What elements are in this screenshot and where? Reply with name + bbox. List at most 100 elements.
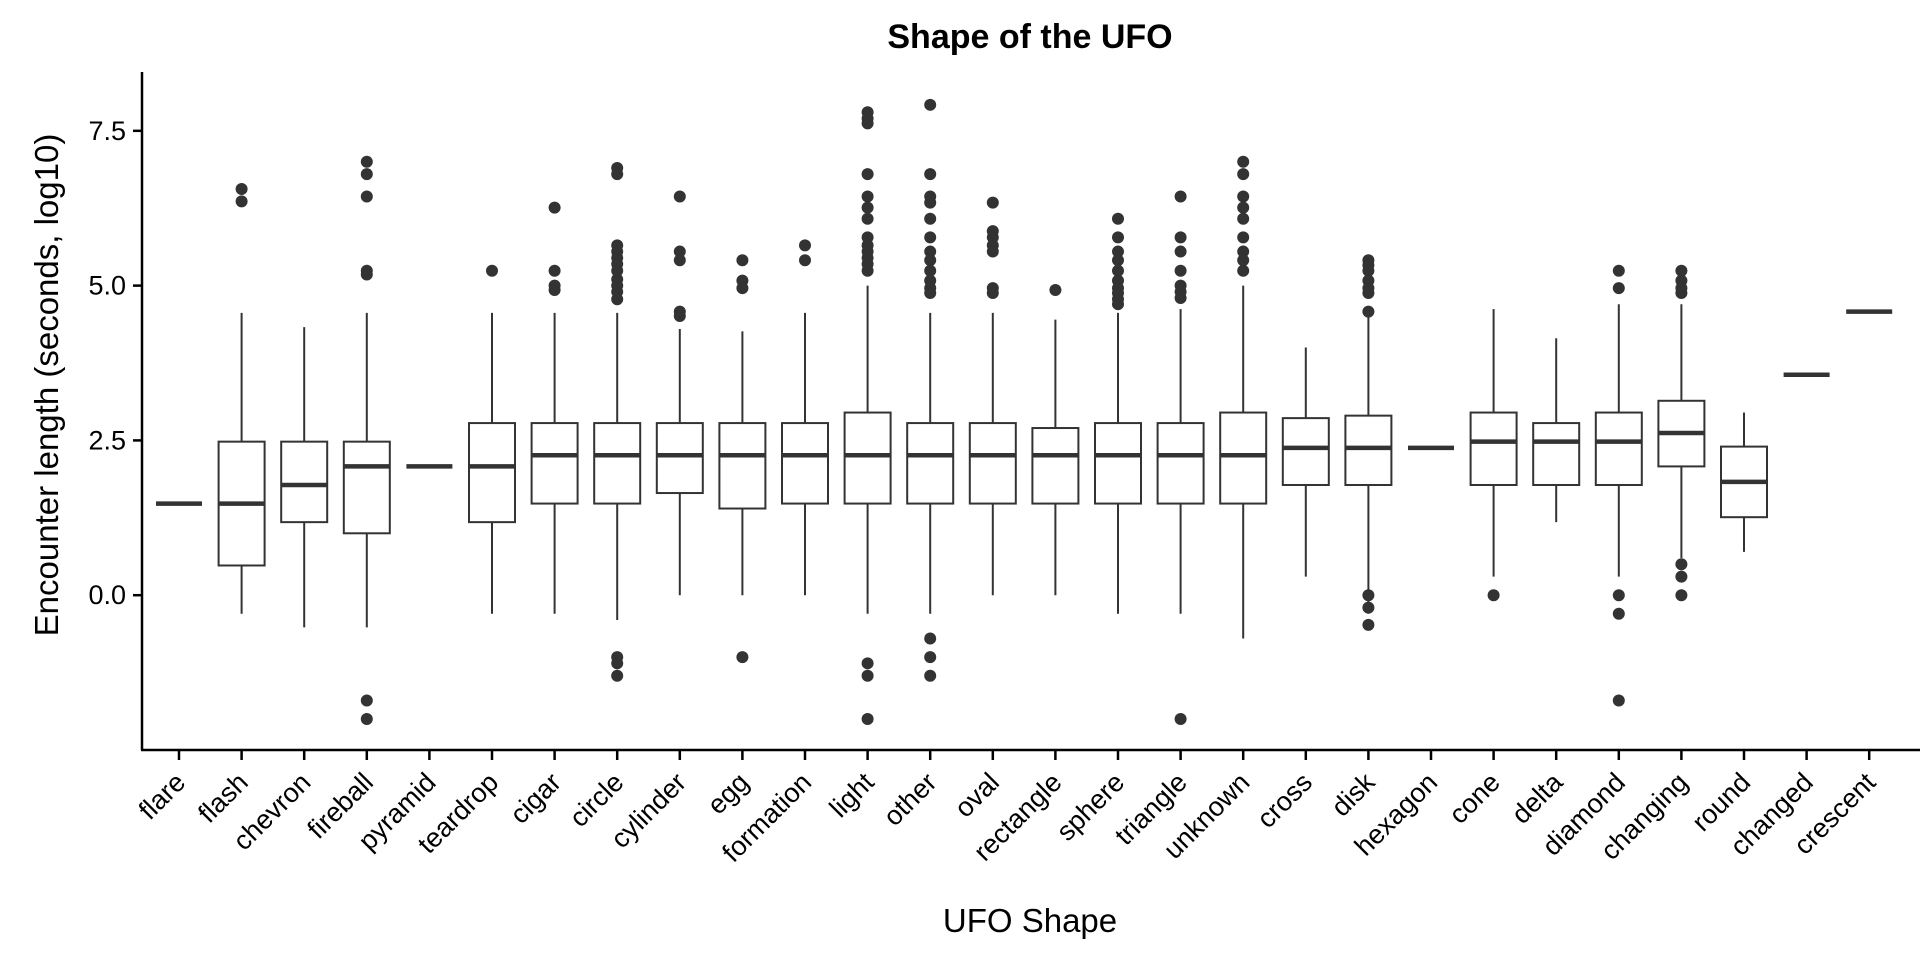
outlier-point bbox=[1612, 589, 1625, 602]
outlier-point bbox=[924, 264, 937, 277]
box-teardrop bbox=[468, 264, 516, 614]
outlier-point bbox=[986, 245, 999, 258]
y-axis-title: Encounter length (seconds, log10) bbox=[28, 134, 65, 637]
outlier-point bbox=[924, 231, 937, 244]
outlier-point bbox=[1112, 245, 1124, 258]
box-round bbox=[1720, 412, 1768, 552]
outlier-point bbox=[673, 254, 686, 267]
y-tick-label: 5.0 bbox=[88, 271, 126, 301]
iqr-box bbox=[1532, 422, 1581, 486]
iqr-box bbox=[280, 440, 329, 524]
outlier-point bbox=[548, 201, 561, 214]
outlier-point bbox=[736, 254, 749, 267]
outlier-point bbox=[861, 669, 874, 682]
y-tick-label: 2.5 bbox=[88, 425, 126, 455]
outlier-point bbox=[673, 309, 686, 322]
outlier-point bbox=[1362, 264, 1375, 277]
iqr-box bbox=[843, 411, 892, 505]
x-axis-ticks: flare flashchevronfireballpyramidteardrop… bbox=[133, 750, 1882, 868]
outlier-point bbox=[1362, 305, 1375, 318]
outlier-point bbox=[1675, 264, 1688, 277]
outlier-point bbox=[924, 254, 937, 267]
outlier-point bbox=[1362, 589, 1375, 602]
outlier-point bbox=[611, 293, 624, 306]
outlier-point bbox=[1112, 264, 1124, 277]
outlier-point bbox=[1675, 287, 1688, 300]
iqr-box bbox=[342, 440, 391, 535]
boxplot-series bbox=[156, 98, 1893, 726]
outlier-point bbox=[611, 657, 624, 670]
box-cross bbox=[1281, 347, 1330, 577]
box-triangle bbox=[1156, 190, 1205, 726]
outlier-point bbox=[235, 195, 248, 208]
box-delta bbox=[1532, 338, 1581, 523]
iqr-box bbox=[906, 422, 955, 505]
outlier-point bbox=[235, 183, 248, 196]
x-tick-label-egg: egg bbox=[702, 767, 755, 820]
outlier-point bbox=[924, 168, 937, 181]
outlier-point bbox=[799, 254, 811, 267]
box-flash bbox=[217, 183, 266, 614]
outlier-point bbox=[861, 264, 874, 277]
outlier-point bbox=[1612, 607, 1625, 620]
y-axis-ticks: 0.0 2.5 5.0 7.5 bbox=[88, 116, 142, 610]
outlier-point bbox=[924, 98, 937, 111]
outlier-point bbox=[1237, 212, 1250, 225]
outlier-point bbox=[360, 168, 373, 181]
outlier-point bbox=[1174, 231, 1187, 244]
outlier-point bbox=[1675, 558, 1688, 571]
x-tick-label-cross: cross bbox=[1251, 767, 1318, 834]
outlier-point bbox=[924, 632, 937, 645]
box-disk bbox=[1344, 254, 1393, 631]
box-cone bbox=[1469, 309, 1518, 602]
outlier-point bbox=[1174, 190, 1187, 203]
y-tick-label: 0.0 bbox=[88, 580, 126, 610]
outlier-point bbox=[1112, 212, 1124, 225]
outlier-point bbox=[924, 212, 937, 225]
outlier-point bbox=[1112, 254, 1124, 267]
iqr-box bbox=[530, 422, 579, 505]
box-chevron bbox=[280, 327, 329, 628]
outlier-point bbox=[1237, 201, 1250, 214]
outlier-point bbox=[861, 212, 874, 225]
box-egg bbox=[718, 254, 767, 664]
outlier-point bbox=[1174, 245, 1187, 258]
outlier-point bbox=[1362, 601, 1375, 614]
x-tick-label-disk: disk bbox=[1325, 767, 1381, 823]
iqr-box bbox=[1344, 414, 1393, 486]
outlier-point bbox=[1174, 264, 1187, 277]
outlier-point bbox=[611, 264, 624, 277]
x-tick-label-other: other bbox=[878, 767, 943, 832]
outlier-point bbox=[1237, 245, 1250, 258]
outlier-point bbox=[1237, 155, 1250, 168]
outlier-point bbox=[861, 117, 874, 130]
iqr-box bbox=[1594, 411, 1643, 486]
outlier-point bbox=[1237, 190, 1250, 203]
outlier-point bbox=[924, 245, 937, 258]
iqr-box bbox=[593, 422, 642, 505]
box-cylinder bbox=[655, 190, 704, 596]
outlier-point bbox=[861, 657, 874, 670]
iqr-box bbox=[1281, 417, 1330, 486]
outlier-point bbox=[986, 196, 999, 209]
outlier-point bbox=[736, 651, 749, 664]
outlier-point bbox=[673, 245, 686, 258]
box-changing bbox=[1657, 264, 1706, 602]
outlier-point bbox=[548, 283, 561, 296]
outlier-point bbox=[1612, 264, 1625, 277]
outlier-point bbox=[924, 196, 937, 209]
y-tick-label: 7.5 bbox=[88, 116, 126, 146]
outlier-point bbox=[924, 651, 937, 664]
outlier-point bbox=[1112, 231, 1124, 244]
outlier-point bbox=[1612, 282, 1625, 295]
x-tick-label-flare: flare bbox=[133, 767, 191, 825]
iqr-box bbox=[1031, 427, 1080, 505]
outlier-point bbox=[1237, 168, 1250, 181]
x-tick-label-cone: cone bbox=[1443, 767, 1506, 830]
outlier-point bbox=[861, 201, 874, 214]
box-cigar bbox=[530, 201, 579, 614]
outlier-point bbox=[1237, 254, 1250, 267]
outlier-point bbox=[1049, 283, 1062, 296]
outlier-point bbox=[1362, 618, 1375, 631]
